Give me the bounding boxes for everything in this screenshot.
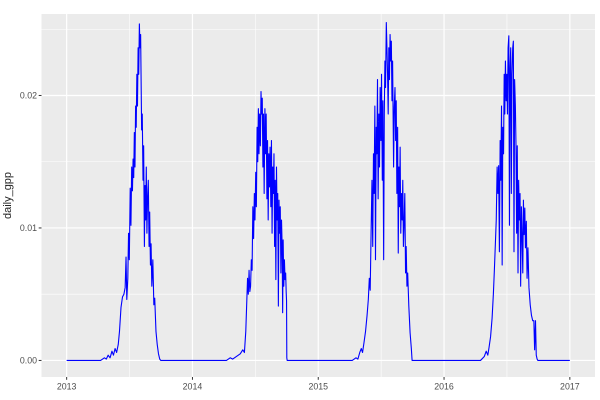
x-tick-label: 2013: [57, 382, 77, 392]
major-gridlines: [41, 14, 595, 377]
x-tick-label: 2017: [560, 382, 580, 392]
gpp-line-series: [66, 22, 570, 361]
x-tick-label: 2016: [434, 382, 454, 392]
y-tick-label: 0.01: [20, 223, 37, 233]
axis-tick-marks: [38, 94, 571, 380]
y-axis-title: daily_gpp: [2, 172, 14, 219]
y-tick-label: 0.00: [20, 356, 37, 366]
x-tick-label: 2015: [308, 382, 328, 392]
x-tick-label: 2014: [183, 382, 203, 392]
y-tick-label: 0.02: [20, 91, 37, 101]
axis-tick-labels: 2013 2014 2015 2016 2017 0.00 0.01 0.02: [20, 91, 580, 392]
series-group: [66, 22, 570, 361]
